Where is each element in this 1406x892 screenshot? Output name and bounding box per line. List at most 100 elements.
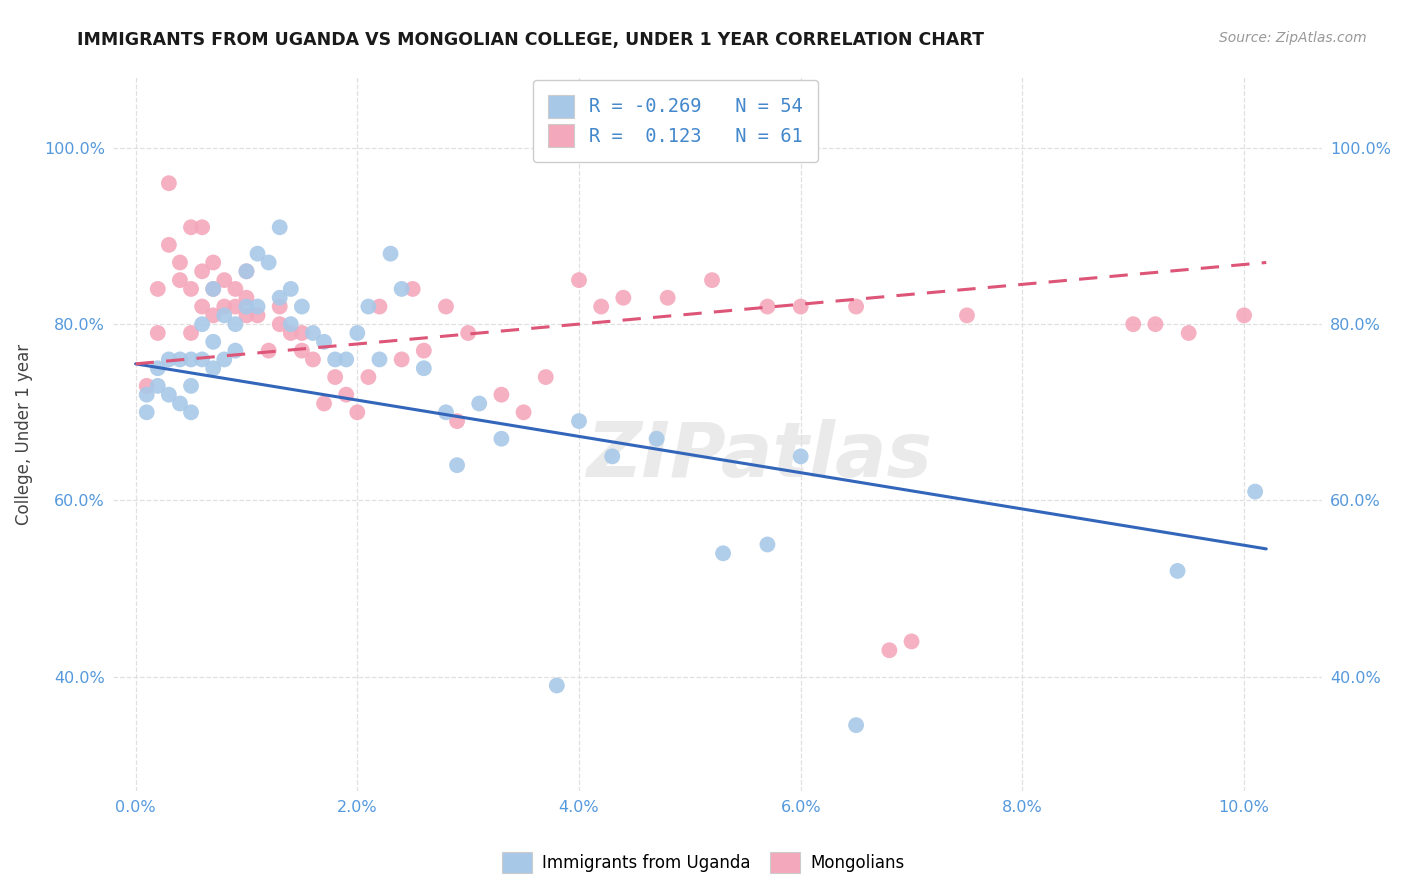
Point — [135, 379, 157, 393]
Point — [368, 352, 391, 367]
Point — [135, 405, 157, 419]
Point — [169, 273, 191, 287]
Point — [135, 387, 157, 401]
Point — [180, 326, 202, 340]
Point — [657, 291, 679, 305]
Point — [346, 326, 368, 340]
Point — [600, 450, 623, 464]
Point — [412, 343, 434, 358]
Point — [789, 450, 811, 464]
Point — [302, 326, 325, 340]
Point — [214, 300, 236, 314]
Point — [191, 317, 214, 331]
Point — [323, 352, 346, 367]
Point — [900, 634, 922, 648]
Point — [1167, 564, 1189, 578]
Point — [1244, 484, 1267, 499]
Point — [402, 282, 425, 296]
Point — [1177, 326, 1199, 340]
Point — [280, 317, 302, 331]
Point — [1233, 309, 1256, 323]
Point — [711, 546, 734, 560]
Point — [235, 264, 257, 278]
Point — [146, 326, 169, 340]
Point — [202, 282, 225, 296]
Y-axis label: College, Under 1 year: College, Under 1 year — [15, 343, 32, 524]
Point — [269, 220, 291, 235]
Text: IMMIGRANTS FROM UGANDA VS MONGOLIAN COLLEGE, UNDER 1 YEAR CORRELATION CHART: IMMIGRANTS FROM UGANDA VS MONGOLIAN COLL… — [77, 31, 984, 49]
Point — [235, 300, 257, 314]
Point — [191, 352, 214, 367]
Point — [157, 238, 180, 252]
Point — [879, 643, 901, 657]
Point — [845, 718, 868, 732]
Point — [434, 300, 457, 314]
Point — [789, 300, 811, 314]
Point — [1144, 317, 1167, 331]
Point — [180, 379, 202, 393]
Point — [956, 309, 979, 323]
Point — [457, 326, 479, 340]
Point — [591, 300, 613, 314]
Point — [269, 291, 291, 305]
Point — [202, 255, 225, 269]
Point — [280, 326, 302, 340]
Point — [180, 352, 202, 367]
Point — [357, 370, 380, 384]
Point — [214, 309, 236, 323]
Point — [246, 300, 269, 314]
Point — [312, 396, 335, 410]
Point — [346, 405, 368, 419]
Point — [169, 352, 191, 367]
Point — [169, 396, 191, 410]
Point — [391, 282, 413, 296]
Point — [302, 352, 325, 367]
Point — [756, 537, 779, 551]
Legend: R = -0.269   N = 54, R =  0.123   N = 61: R = -0.269 N = 54, R = 0.123 N = 61 — [533, 79, 818, 162]
Point — [180, 282, 202, 296]
Point — [612, 291, 634, 305]
Point — [157, 352, 180, 367]
Point — [468, 396, 491, 410]
Text: ZIPatlas: ZIPatlas — [586, 418, 932, 492]
Point — [191, 264, 214, 278]
Point — [446, 414, 468, 428]
Point — [257, 255, 280, 269]
Point — [368, 300, 391, 314]
Point — [269, 317, 291, 331]
Point — [214, 273, 236, 287]
Point — [380, 246, 402, 260]
Point — [335, 352, 357, 367]
Point — [235, 264, 257, 278]
Point — [257, 343, 280, 358]
Point — [180, 405, 202, 419]
Point — [1122, 317, 1144, 331]
Point — [546, 678, 568, 692]
Text: Source: ZipAtlas.com: Source: ZipAtlas.com — [1219, 31, 1367, 45]
Point — [412, 361, 434, 376]
Point — [246, 246, 269, 260]
Point — [845, 300, 868, 314]
Point — [700, 273, 723, 287]
Point — [224, 317, 246, 331]
Point — [224, 300, 246, 314]
Point — [224, 343, 246, 358]
Point — [291, 300, 314, 314]
Point — [391, 352, 413, 367]
Point — [246, 309, 269, 323]
Point — [312, 334, 335, 349]
Point — [357, 300, 380, 314]
Point — [446, 458, 468, 472]
Point — [157, 387, 180, 401]
Point — [534, 370, 557, 384]
Point — [269, 300, 291, 314]
Legend: Immigrants from Uganda, Mongolians: Immigrants from Uganda, Mongolians — [495, 846, 911, 880]
Point — [146, 379, 169, 393]
Point — [191, 300, 214, 314]
Point — [180, 220, 202, 235]
Point — [291, 343, 314, 358]
Point — [568, 273, 591, 287]
Point — [157, 176, 180, 190]
Point — [214, 352, 236, 367]
Point — [235, 309, 257, 323]
